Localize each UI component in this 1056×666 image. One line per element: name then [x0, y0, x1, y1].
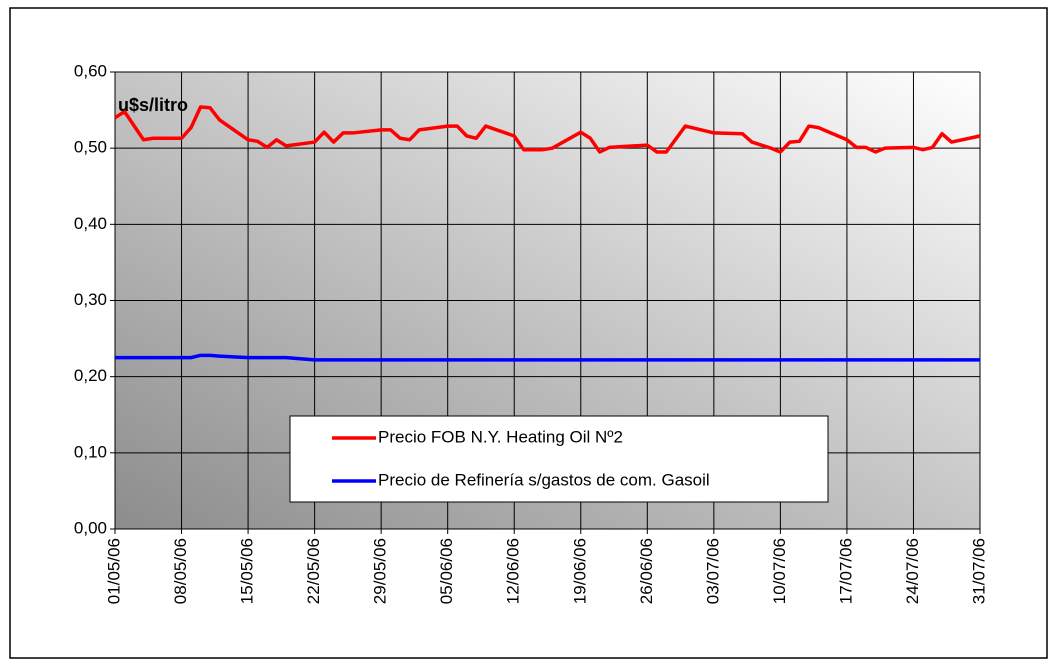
series-line: [114, 105, 981, 154]
x-tick-label: 22/05/06: [304, 538, 323, 604]
y-tick-label: 0,50: [74, 138, 107, 157]
legend: Precio FOB N.Y. Heating Oil Nº2 Precio de…: [289, 415, 829, 503]
y-tick-label: 0,30: [74, 290, 107, 309]
unit-annotation: u$s/litro: [118, 95, 188, 115]
x-tick-label: 31/07/06: [969, 538, 988, 604]
grid: 0,00 0,10 0,20 0,30 0,40 0,50 0,60 01/05/06 08/0…: [74, 61, 989, 604]
legend-label: Precio FOB N.Y. Heating Oil Nº2: [378, 427, 623, 446]
x-tick-label: 01/05/06: [104, 538, 123, 604]
legend-label: Precio de Refinería s/gastos de com. Gas…: [378, 470, 710, 489]
x-tick-label: 10/07/06: [770, 538, 789, 604]
series-line: [115, 353, 980, 362]
x-tick-label: 12/06/06: [504, 538, 523, 604]
x-tick-label: 03/07/06: [703, 538, 722, 604]
y-tick-label: 0,20: [74, 366, 107, 385]
x-tick-label: 17/07/06: [836, 538, 855, 604]
series-lines: [114, 105, 981, 362]
y-tick-label: 0,60: [74, 61, 107, 80]
x-tick-label: 24/07/06: [903, 538, 922, 604]
x-tick-label: 26/06/06: [637, 538, 656, 604]
x-tick-label: 19/06/06: [570, 538, 589, 604]
x-tick-label: 29/05/06: [371, 538, 390, 604]
y-tick-label: 0,40: [74, 214, 107, 233]
legend-box: [289, 415, 829, 503]
y-tick-label: 0,10: [74, 442, 107, 461]
y-tick-label: 0,00: [74, 518, 107, 537]
x-tick-label: 08/05/06: [171, 538, 190, 604]
x-tick-label: 15/05/06: [238, 538, 257, 604]
x-tick-label: 05/06/06: [437, 538, 456, 604]
